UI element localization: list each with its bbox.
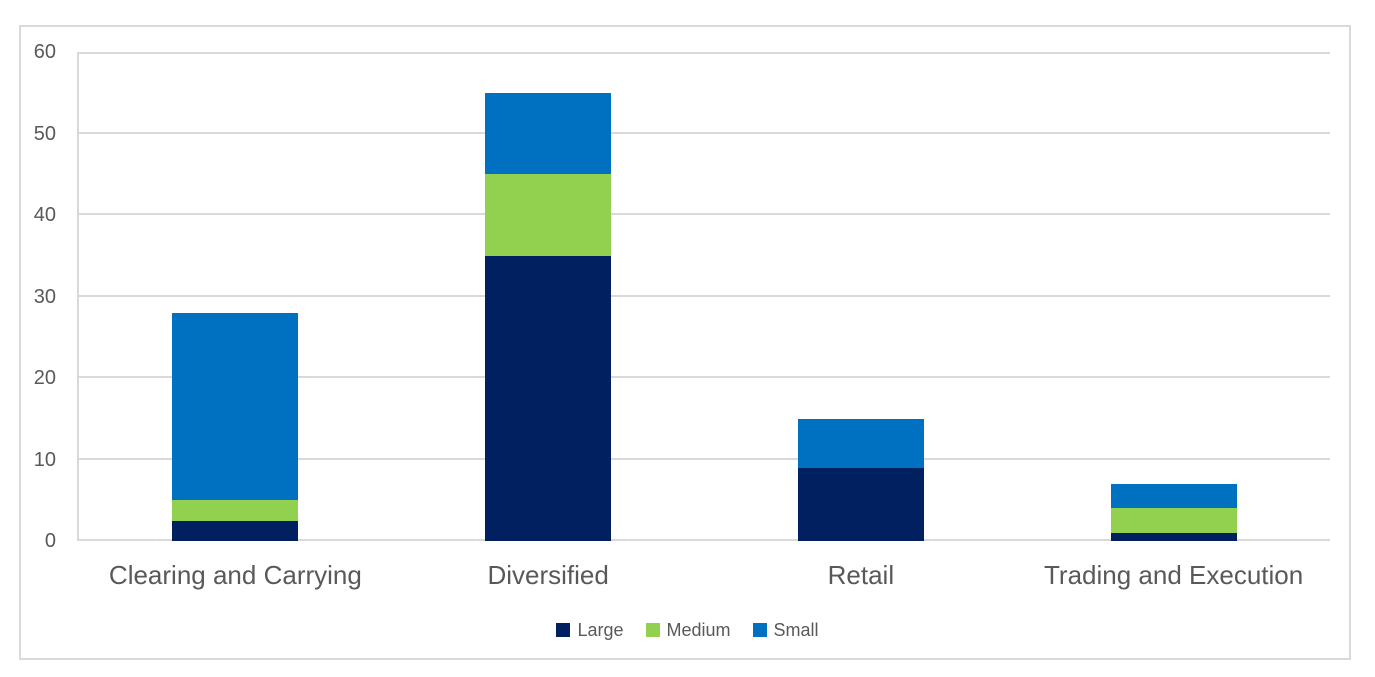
segment-large-retail xyxy=(797,467,924,541)
bar-retail xyxy=(797,52,924,541)
y-tick-label-10: 10 xyxy=(33,448,56,471)
large-series-swatch xyxy=(556,623,571,637)
legend-item-medium: Medium xyxy=(645,617,731,643)
segment-large-diversified xyxy=(485,255,612,541)
y-tick-label-60: 60 xyxy=(33,41,56,63)
y-tick-label-30: 30 xyxy=(33,285,56,308)
segment-large-clearing-and-carrying xyxy=(172,520,299,541)
y-tick-label-20: 20 xyxy=(33,367,56,389)
legend: Large Medium Small xyxy=(0,617,1375,643)
gridline-10 xyxy=(79,457,1330,460)
category-label-trading-and-execution: Trading and Execution xyxy=(1044,560,1304,590)
bar-trading-and-execution xyxy=(1110,52,1237,541)
segment-small-retail xyxy=(797,418,924,468)
segment-medium-diversified xyxy=(485,174,612,256)
gridline-40 xyxy=(79,213,1330,215)
x-axis-line xyxy=(79,539,1330,541)
y-tick-label-40: 40 xyxy=(33,204,56,226)
bar-diversified xyxy=(485,52,612,541)
y-axis: 0 10 20 30 40 50 60 xyxy=(19,41,56,552)
legend-label-small: Small xyxy=(773,620,819,640)
y-tick-label-50: 50 xyxy=(33,122,56,145)
segment-small-clearing-and-carrying xyxy=(172,312,299,501)
small-series-swatch xyxy=(752,623,767,637)
segment-small-diversified xyxy=(485,92,612,175)
gridline-30 xyxy=(79,294,1330,297)
gridline-20 xyxy=(79,376,1330,378)
plot-area xyxy=(77,52,1330,541)
gridline-60 xyxy=(79,52,1330,54)
segment-small-trading-and-execution xyxy=(1110,483,1237,509)
legend-item-large: Large xyxy=(556,617,624,643)
x-axis: Clearing and Carrying Diversified Retail Tr… xyxy=(79,558,1330,594)
segment-large-trading-and-execution xyxy=(1110,532,1237,541)
medium-series-swatch xyxy=(645,623,660,637)
category-label-retail: Retail xyxy=(827,560,895,590)
gridline-50 xyxy=(79,131,1330,134)
legend-label-medium: Medium xyxy=(666,620,731,640)
legend-label-large: Large xyxy=(577,620,624,640)
legend-item-small: Small xyxy=(752,617,819,643)
bar-clearing-and-carrying xyxy=(172,52,299,541)
y-axis-line xyxy=(77,52,79,541)
category-label-diversified: Diversified xyxy=(487,560,609,590)
category-label-clearing-and-carrying: Clearing and Carrying xyxy=(108,560,362,590)
segment-medium-trading-and-execution xyxy=(1110,508,1237,533)
y-tick-label-0: 0 xyxy=(44,530,56,552)
segment-medium-clearing-and-carrying xyxy=(172,500,299,521)
